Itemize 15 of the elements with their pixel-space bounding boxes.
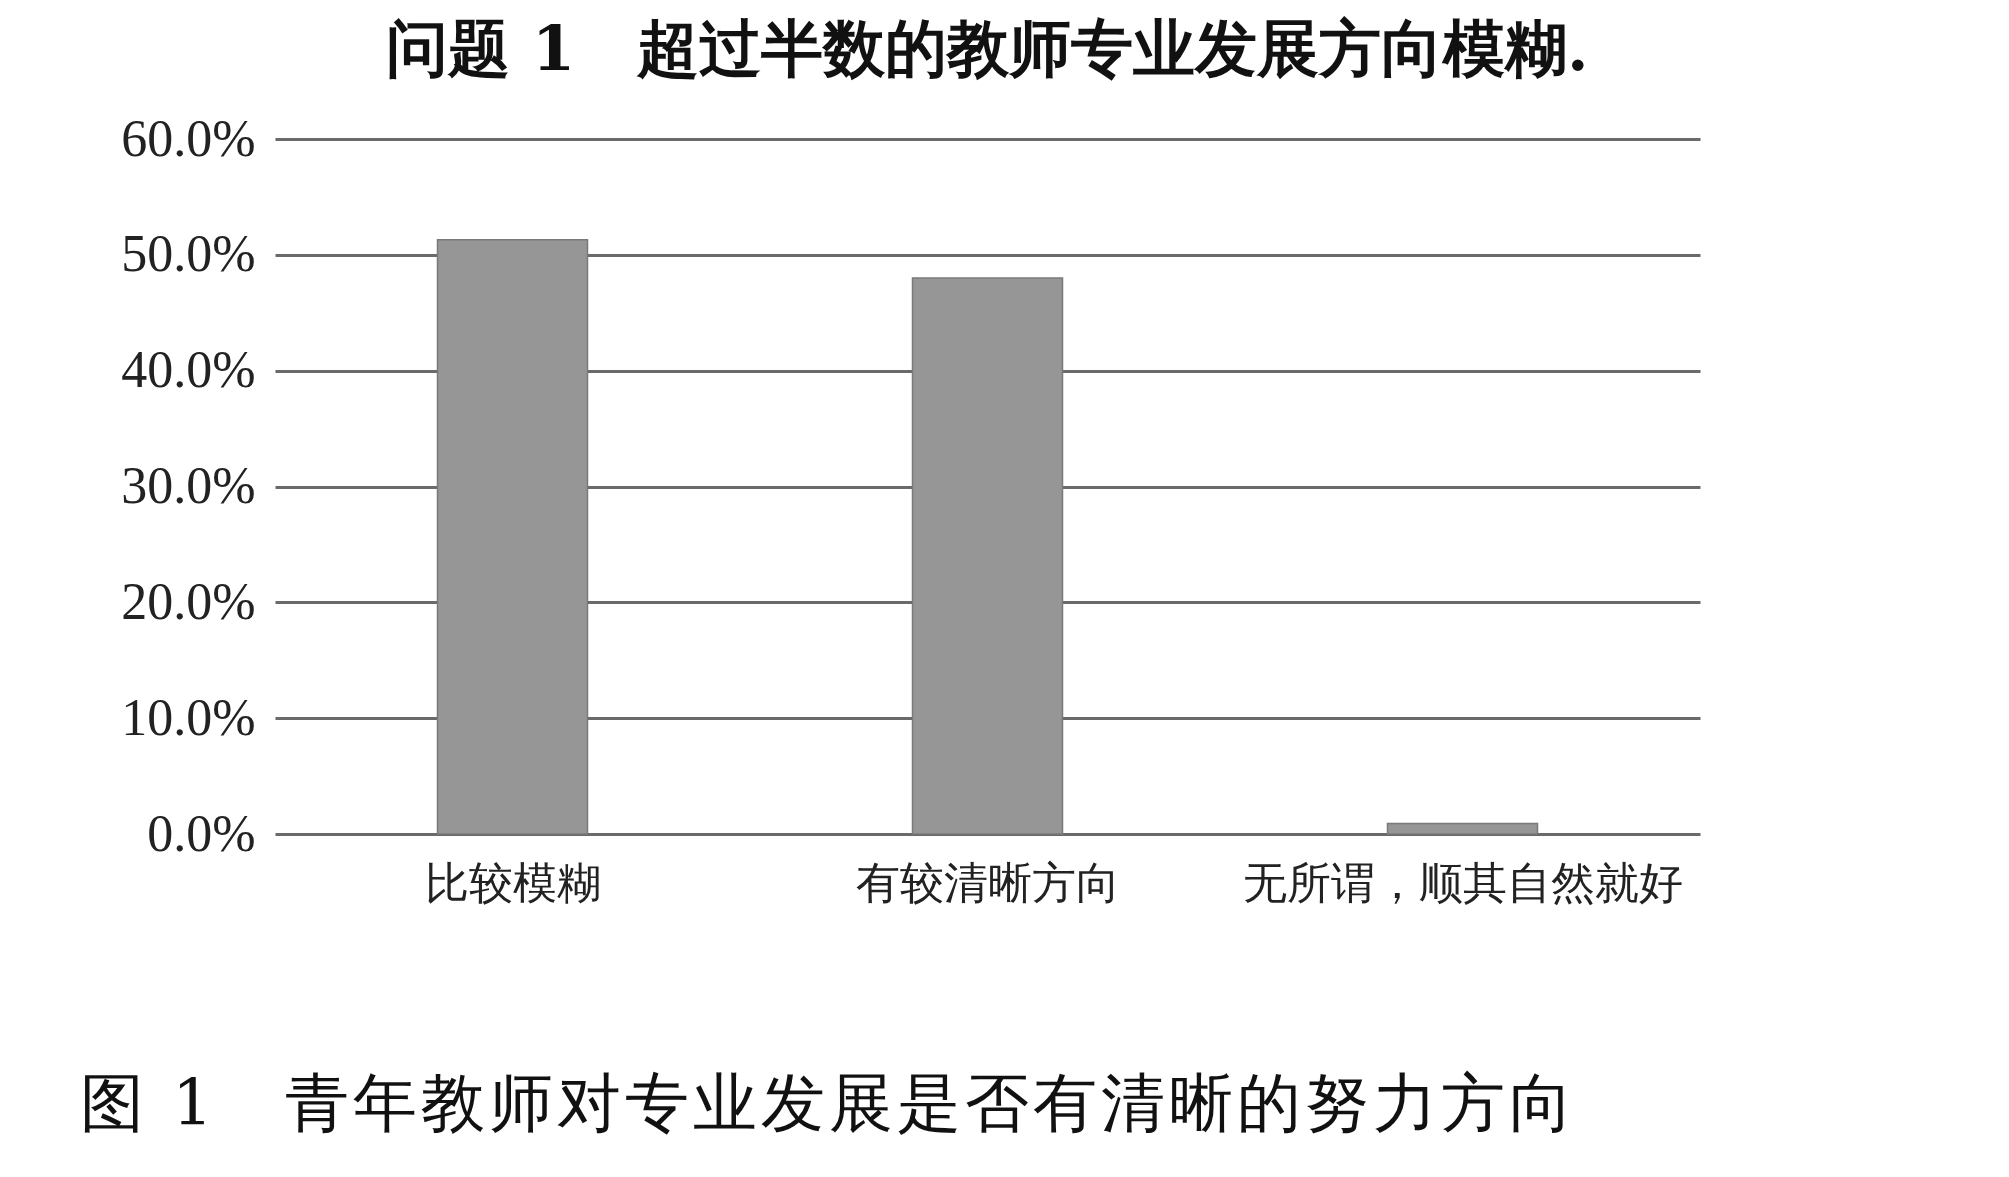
x-tick-label: 有较清晰方向: [855, 856, 1120, 908]
y-tick-label: 20.0%: [121, 572, 256, 630]
bar: [911, 277, 1064, 835]
y-tick-label: 0.0%: [147, 804, 256, 862]
y-tick-label: 40.0%: [121, 341, 256, 399]
x-tick-label: 比较模糊: [424, 856, 601, 908]
y-tick-label: 30.0%: [121, 457, 256, 514]
y-tick-label: 10.0%: [121, 688, 256, 746]
caption: 图 1 青年教师对专业发展是否有清晰的努力方向: [80, 1065, 1578, 1142]
bar: [1386, 822, 1539, 835]
y-tick-label: 50.0%: [121, 225, 256, 283]
x-tick-label: 无所谓，顺其自然就好: [1242, 856, 1683, 908]
chart-title: 问题 1 超过半数的教师专业发展方向模糊.: [386, 12, 1589, 85]
bar: [436, 239, 589, 835]
y-tick-label: 60.0%: [121, 109, 256, 167]
